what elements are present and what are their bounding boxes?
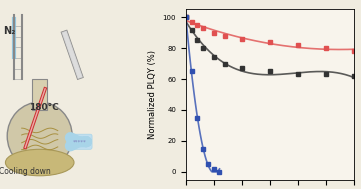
- Polygon shape: [32, 79, 47, 110]
- Text: Cooling down: Cooling down: [0, 167, 51, 176]
- Ellipse shape: [5, 149, 74, 176]
- FancyArrowPatch shape: [70, 138, 86, 146]
- Circle shape: [7, 102, 72, 170]
- Text: N₂: N₂: [4, 26, 16, 36]
- Text: *****: *****: [73, 139, 86, 144]
- FancyBboxPatch shape: [67, 134, 92, 149]
- Y-axis label: Normalized PLQY (%): Normalized PLQY (%): [148, 50, 157, 139]
- Text: 180°C: 180°C: [29, 103, 58, 112]
